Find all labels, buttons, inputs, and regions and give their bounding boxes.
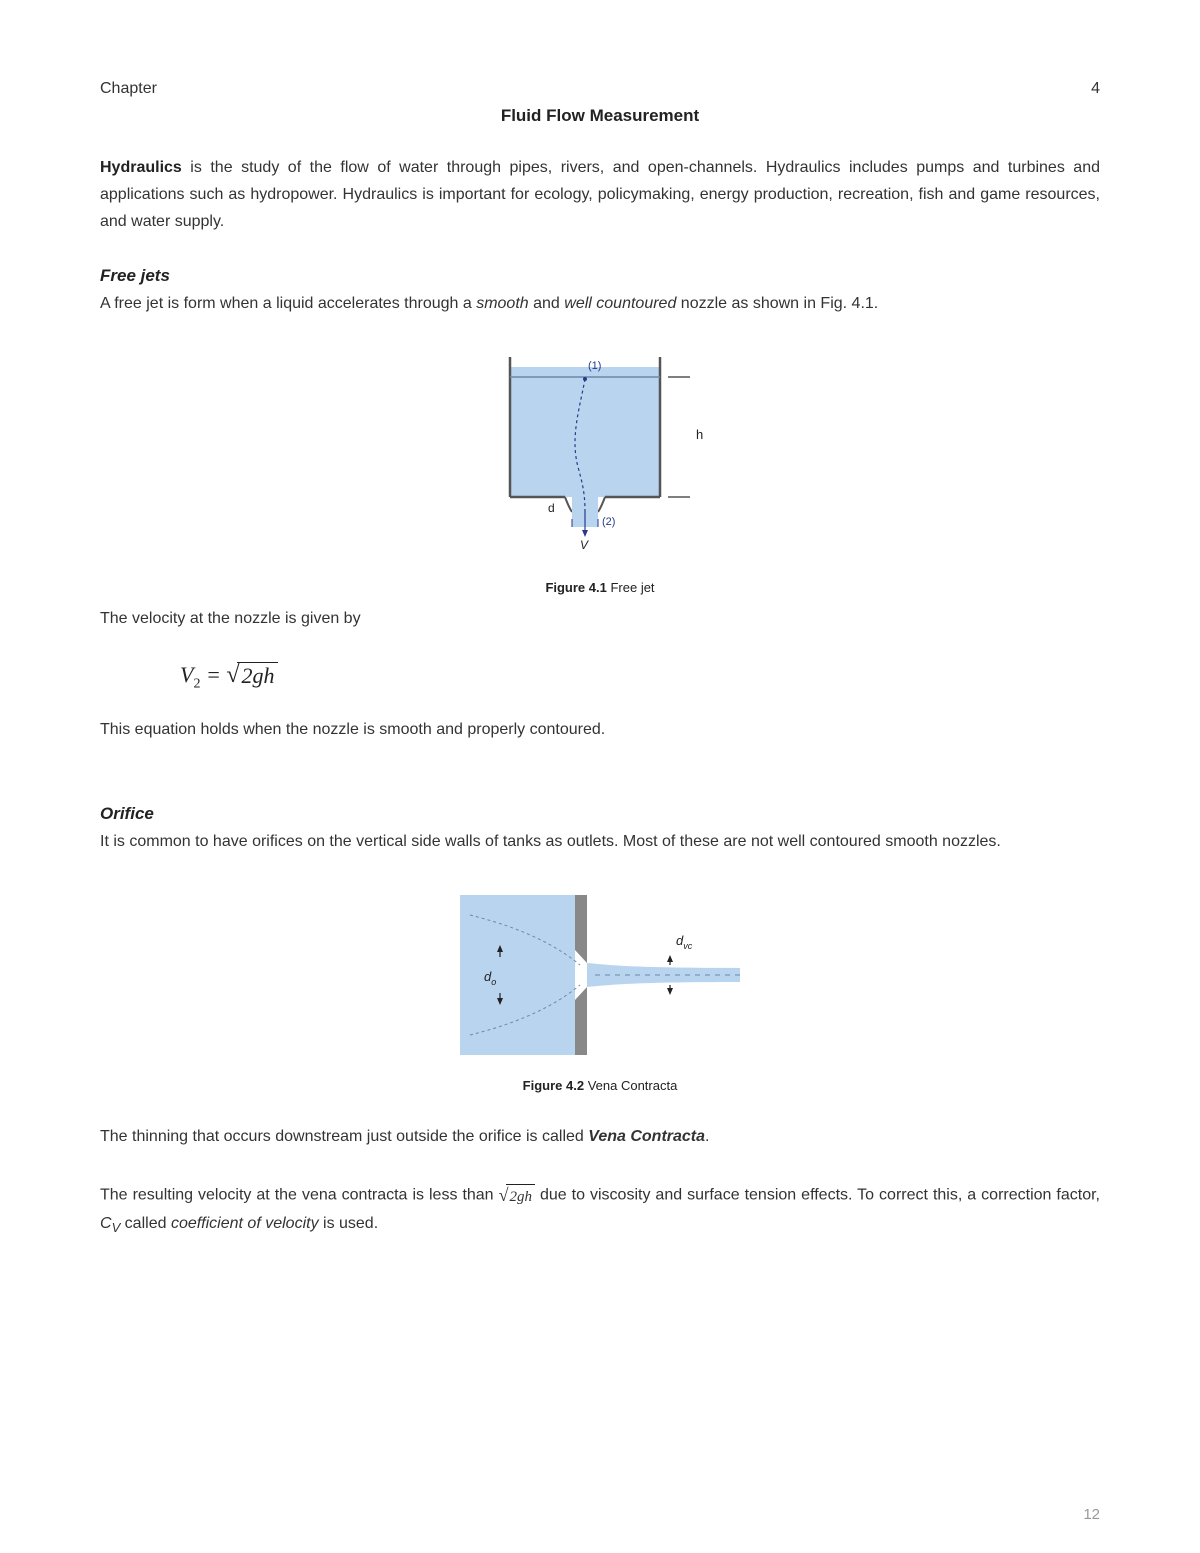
fig1-caption-bold: Figure 4.1 [545,580,606,595]
orifice-p1: It is common to have orifices on the ver… [100,828,1100,855]
intro-rest: is the study of the flow of water throug… [100,159,1100,230]
freejets-p2: The velocity at the nozzle is given by [100,605,1100,632]
freejets-smooth: smooth [476,295,528,312]
fig1-caption-rest: Free jet [607,580,655,595]
figure-4-1-svg: (1) (2) V h d [470,347,730,567]
fig1-label-2: (2) [602,516,615,528]
orifice-cv: C [100,1215,112,1232]
chapter-label: Chapter [100,80,157,98]
figure-4-2-caption: Figure 4.2 Vena Contracta [100,1078,1100,1093]
orifice-p3b: due to viscosity and surface tension eff… [535,1186,1100,1203]
fig2-caption-bold: Figure 4.2 [523,1078,584,1093]
freejets-p1b: and [529,295,565,312]
svg-text:dvc: dvc [676,933,693,951]
fig2-do-sub: o [491,977,496,987]
freejets-p1: A free jet is form when a liquid acceler… [100,290,1100,317]
fig1-label-1: (1) [588,360,601,372]
page: Chapter 4 Fluid Flow Measurement Hydraul… [0,0,1200,1553]
inline-sqrt-icon: √2gh [499,1180,535,1211]
orifice-vc: Vena Contracta [588,1128,705,1145]
fig1-label-h: h [696,427,703,442]
freejets-p1c: nozzle as shown in Fig. 4.1. [676,295,878,312]
sqrt-icon: √2gh [226,662,278,689]
orifice-cv-sub: V [112,1221,121,1236]
section-heading-freejets: Free jets [100,266,1100,286]
eq-eq: = [200,662,226,687]
document-title: Fluid Flow Measurement [100,106,1100,126]
freejets-well: well countoured [564,295,676,312]
orifice-p3c: called [120,1215,171,1232]
orifice-sqrt-arg: 2gh [506,1184,535,1211]
fig2-dvc-sub: vc [683,941,693,951]
orifice-p3a: The resulting velocity at the vena contr… [100,1186,499,1203]
header-row: Chapter 4 [100,80,1100,98]
figure-4-2: do dvc Figure 4.2 Vena Contracta [100,885,1100,1093]
chapter-number: 4 [1091,80,1100,98]
figure-4-1: (1) (2) V h d Figure 4.1 Free jet [100,347,1100,595]
orifice-p3: The resulting velocity at the vena contr… [100,1180,1100,1240]
eq-arg: 2gh [237,662,278,689]
orifice-coef: coefficient of velocity [171,1215,319,1232]
eq-v: V [180,662,193,687]
intro-paragraph: Hydraulics is the study of the flow of w… [100,154,1100,236]
orifice-p2a: The thinning that occurs downstream just… [100,1128,588,1145]
freejets-p1a: A free jet is form when a liquid acceler… [100,295,476,312]
figure-4-1-caption: Figure 4.1 Free jet [100,580,1100,595]
fig2-caption-rest: Vena Contracta [584,1078,677,1093]
page-number: 12 [1083,1506,1100,1523]
orifice-p3d: is used. [319,1215,379,1232]
fig1-label-d: d [548,501,555,515]
section-heading-orifice: Orifice [100,804,1100,824]
freejets-p3: This equation holds when the nozzle is s… [100,716,1100,743]
fig1-label-v: V [580,538,589,552]
figure-4-2-svg: do dvc [440,885,760,1065]
intro-lead-bold: Hydraulics [100,159,182,176]
equation-v2: V2 = √2gh [180,662,1100,692]
orifice-p2: The thinning that occurs downstream just… [100,1123,1100,1150]
orifice-p2b: . [705,1128,709,1145]
